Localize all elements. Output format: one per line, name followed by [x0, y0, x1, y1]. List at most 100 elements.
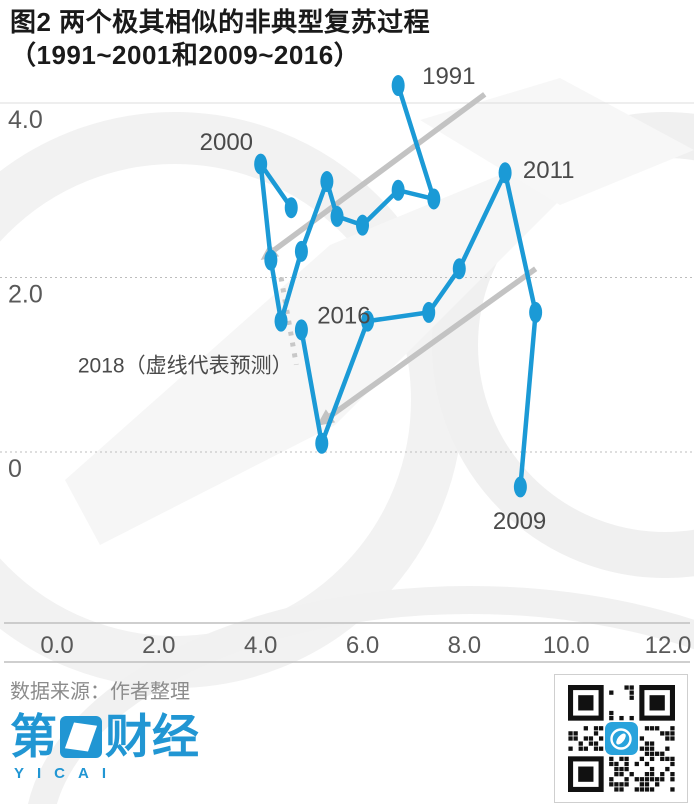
x-tick-label: 0.0	[40, 632, 73, 659]
qr-module	[664, 731, 670, 736]
qr-module	[639, 787, 644, 792]
year-label-2009: 2009	[493, 508, 546, 535]
qr-module	[613, 761, 619, 767]
qr-module	[629, 685, 634, 690]
qr-module	[669, 736, 675, 741]
qr-module	[593, 746, 598, 751]
yicai-logo: 第 财经 YICAI	[10, 710, 199, 783]
qr-module	[649, 766, 654, 772]
qr-app-icon-glyph	[610, 727, 632, 750]
qr-module	[639, 756, 644, 762]
title-line-1: 图2 两个极其相似的非典型复苏过程	[10, 7, 431, 37]
year-label-2000: 2000	[200, 129, 253, 156]
qr-finder	[649, 695, 665, 711]
qr-module	[644, 787, 649, 792]
qr-module	[659, 777, 664, 782]
logo-chars: 财经	[105, 710, 199, 763]
annotations: 1991 2000 2011 2016 2009 2018（虚线代表预测）	[78, 63, 575, 535]
qr-module	[567, 736, 573, 741]
qr-module	[623, 685, 629, 690]
data-series	[254, 75, 543, 498]
qr-module	[649, 777, 654, 782]
qr-module	[578, 741, 583, 746]
qr-module	[664, 736, 670, 741]
data-point-2014	[361, 310, 375, 332]
qr-module	[578, 746, 583, 751]
qr-module	[634, 787, 639, 792]
qr-module	[567, 731, 573, 736]
title-line-2: （1991~2001和2009~2016）	[10, 40, 361, 70]
axes: 0.0 2.0 4.0 6.0 8.0 10.0 12.0 4.0 2.0 0	[4, 106, 692, 663]
qr-module	[669, 787, 675, 792]
qr-module	[639, 782, 644, 787]
qr-module	[659, 751, 664, 756]
data-point-1999	[264, 249, 278, 271]
logo-char: 第	[10, 710, 57, 763]
data-point-2015	[315, 432, 329, 454]
qr-module	[644, 782, 649, 787]
page-title: 图2 两个极其相似的非典型复苏过程 （1991~2001和2009~2016）	[10, 6, 650, 72]
qr-module	[654, 782, 659, 787]
y-tick-label: 4.0	[8, 106, 43, 134]
qr-module	[588, 736, 593, 741]
qr-module	[588, 741, 593, 746]
x-tick-label: 12.0	[645, 632, 692, 659]
data-point-1993	[391, 179, 405, 201]
qr-module	[623, 766, 629, 772]
qr-module	[629, 772, 634, 777]
qr-module	[618, 715, 624, 721]
qr-module	[649, 772, 654, 777]
qr-module	[629, 715, 634, 721]
qr-code	[554, 674, 688, 803]
x-tick-label: 8.0	[448, 632, 481, 659]
qr-module	[583, 746, 588, 751]
data-point-2010	[529, 301, 543, 323]
qr-module	[644, 761, 649, 767]
qr-module	[669, 772, 675, 777]
qr-module	[608, 710, 613, 716]
data-point-2016	[294, 319, 308, 341]
x-tick-label: 10.0	[543, 632, 590, 659]
qr-module	[572, 731, 578, 736]
qr-module	[659, 731, 664, 736]
qr-module	[659, 756, 664, 762]
data-point-1997	[294, 240, 308, 262]
qr-module	[567, 746, 573, 751]
qr-module	[654, 751, 659, 756]
qr-module	[649, 751, 654, 756]
qr-app-icon	[604, 722, 638, 755]
qr-module	[608, 761, 613, 767]
qr-module	[649, 787, 654, 792]
qr-module	[669, 726, 675, 731]
qr-module	[618, 756, 624, 762]
qr-module	[618, 766, 624, 772]
qr-module	[659, 772, 664, 777]
qr-module	[608, 690, 613, 695]
qr-module	[598, 736, 603, 741]
data-source-note: 数据来源：作者整理	[10, 681, 190, 703]
qr-module	[634, 777, 639, 782]
qr-module	[639, 777, 644, 782]
qr-module	[669, 731, 675, 736]
yicai-logo-latin: YICAI	[14, 765, 120, 782]
qr-module	[593, 726, 598, 731]
trend-arrow-shaft	[328, 266, 538, 419]
qr-module	[618, 782, 624, 787]
qr-module	[608, 756, 613, 762]
qr-modules	[567, 685, 675, 792]
qr-module	[669, 777, 675, 782]
data-point-1991	[391, 75, 405, 97]
qr-module	[613, 766, 619, 772]
qr-module	[644, 772, 649, 777]
qr-module	[669, 761, 675, 767]
y-tick-label: 2.0	[8, 281, 43, 309]
qr-module	[613, 787, 619, 792]
data-point-2000	[254, 153, 268, 175]
qr-module	[613, 772, 619, 777]
qr-module	[598, 726, 603, 731]
x-tick-label: 2.0	[142, 632, 175, 659]
data-point-1992	[427, 188, 441, 210]
qr-finder	[577, 695, 593, 711]
year-label-1991: 1991	[422, 63, 475, 90]
